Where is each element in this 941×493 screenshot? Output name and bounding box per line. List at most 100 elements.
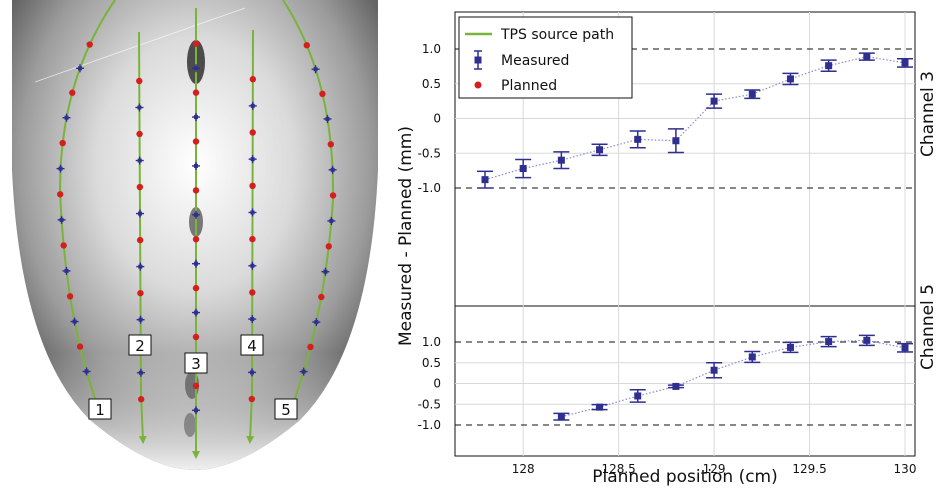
- measured-marker: [825, 62, 833, 70]
- cross-core: [325, 116, 330, 121]
- measured-marker: [748, 353, 756, 361]
- y-tick-label: 0.5: [422, 77, 441, 91]
- y-tick-label: 0: [433, 377, 441, 391]
- legend-measured-swatch: [474, 50, 482, 70]
- channel-4-path: [246, 29, 255, 444]
- measured-cross: [62, 113, 71, 122]
- planned-dot: [66, 293, 74, 300]
- measured-point: [706, 93, 723, 109]
- planned-dot: [56, 191, 64, 198]
- measured-cross: [136, 262, 145, 271]
- channel-5-label: 5: [281, 401, 291, 419]
- y-tick-label: 1.0: [422, 335, 441, 349]
- y-tick-label: 1.0: [422, 42, 441, 56]
- measured-connector-line: [484, 56, 906, 181]
- planned-dot: [192, 382, 200, 390]
- measured-cross: [135, 156, 144, 165]
- measured-marker: [786, 75, 794, 83]
- measured-cross: [299, 367, 308, 376]
- measured-cross: [321, 267, 330, 276]
- channel-4-label: 4: [247, 337, 257, 355]
- planned-dot: [307, 343, 314, 351]
- channel-3-label: 3: [191, 355, 201, 373]
- cross-core: [59, 217, 64, 222]
- planned-dot: [192, 236, 200, 243]
- measured-marker: [596, 403, 604, 411]
- measured-marker: [863, 53, 871, 61]
- measured-cross: [57, 215, 66, 224]
- measured-point: [820, 59, 837, 72]
- measured-cross: [248, 101, 257, 110]
- channel-5-label-box: 5: [274, 398, 298, 420]
- measured-cross: [248, 368, 257, 377]
- measured-point: [667, 382, 684, 390]
- measured-cross: [192, 64, 201, 73]
- measured-marker: [863, 336, 871, 344]
- measured-cross: [192, 161, 201, 170]
- measured-point: [897, 57, 913, 68]
- measured-point: [744, 89, 761, 100]
- planned-dot: [192, 138, 200, 145]
- measured-point: [629, 130, 646, 149]
- measured-marker: [481, 176, 489, 184]
- measured-cross: [248, 261, 257, 270]
- channel-1-path: [58, 0, 116, 416]
- measured-cross: [75, 64, 84, 73]
- x-tick-label: 128.5: [601, 462, 635, 476]
- planned-dot: [319, 90, 326, 98]
- y-axis-label: Measured - Planned (mm): [396, 126, 416, 346]
- y-tick-label: 0.5: [422, 356, 441, 370]
- y-tick-label: -1.0: [418, 181, 441, 195]
- measured-point: [858, 334, 875, 347]
- planned-dot: [137, 289, 144, 297]
- dark-spot-bottom: [184, 413, 196, 437]
- measured-marker: [596, 146, 604, 154]
- legend-planned-label: Planned: [501, 78, 557, 94]
- measured-point: [858, 52, 875, 61]
- measured-point: [553, 151, 570, 170]
- channel-5-axis-label: Channel 5: [918, 284, 938, 370]
- measured-cross: [328, 165, 337, 174]
- cross-core: [194, 408, 198, 413]
- y-tick-label: -1.0: [418, 418, 441, 432]
- channel-1-label: 1: [95, 401, 105, 419]
- measured-marker: [748, 90, 756, 98]
- channel-2-path: [138, 31, 147, 444]
- measured-cross: [192, 406, 200, 415]
- cross-core: [250, 157, 255, 162]
- y-tick-label: 0: [433, 112, 441, 126]
- measured-marker: [672, 137, 680, 145]
- legend-measured-label: Measured: [501, 53, 569, 69]
- legend-box: [458, 16, 633, 99]
- cross-core: [329, 218, 334, 223]
- planned-dot: [136, 77, 143, 85]
- cross-core: [194, 66, 199, 71]
- cross-core: [323, 269, 328, 274]
- planned-dot: [76, 343, 84, 350]
- planned-dot: [136, 130, 143, 138]
- legend: TPS source path Measured Planned: [458, 16, 633, 99]
- cross-core: [64, 115, 69, 120]
- cross-core: [194, 163, 199, 168]
- cross-core: [138, 264, 143, 269]
- measured-marker: [901, 59, 909, 67]
- measured-marker: [557, 156, 565, 164]
- channel-3-label-box: 3: [184, 352, 208, 374]
- planned-dot: [69, 89, 76, 96]
- channel-3-axis-label: Channel 3: [918, 71, 938, 157]
- measured-marker: [786, 343, 794, 351]
- planned-dot: [249, 235, 256, 243]
- cross-core: [194, 212, 199, 217]
- measured-point: [782, 341, 799, 354]
- planned-dot: [249, 129, 256, 136]
- planned-dot: [325, 243, 332, 250]
- planned-dot: [136, 236, 144, 244]
- planned-dot: [327, 141, 335, 148]
- planned-dot: [318, 293, 325, 301]
- channel-4-label-box: 4: [240, 334, 264, 356]
- cross-core: [138, 211, 143, 216]
- bottom-plot-frame: [454, 305, 916, 457]
- measured-cross: [312, 318, 321, 327]
- cross-core: [250, 317, 255, 322]
